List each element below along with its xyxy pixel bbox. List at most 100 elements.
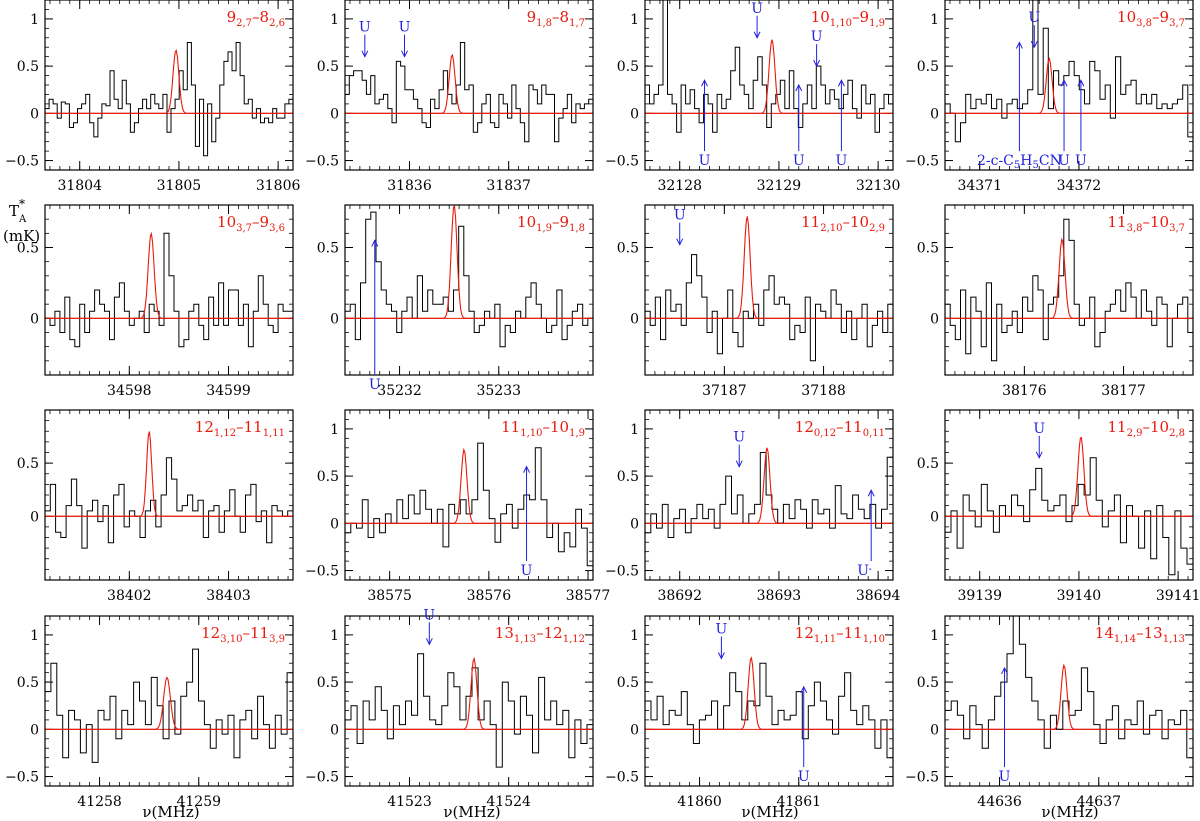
annotation-arrow: U	[674, 208, 686, 246]
x-tick-label: 39139	[957, 588, 1002, 604]
y-tick-label: 0.5	[617, 59, 639, 75]
panel-frame	[644, 204, 894, 376]
y-tick-label: 0	[930, 509, 939, 525]
annotation-label: U	[521, 563, 533, 579]
fit-line	[945, 437, 1193, 517]
y-tick-label: 1	[930, 628, 939, 644]
x-tick-label: 39140	[1057, 588, 1102, 604]
y-tick-label: −0.5	[305, 564, 339, 580]
annotation-arrow: 2-c-C5H5CN	[977, 41, 1062, 171]
arrow-head	[425, 638, 433, 646]
y-tick-label: 0	[330, 311, 339, 327]
annotation-label: U	[674, 208, 686, 224]
arrow-head	[813, 59, 821, 68]
x-tick-label: 39141	[1156, 588, 1200, 604]
annotation-label: U	[1075, 153, 1087, 169]
x-tick-label: 38576	[467, 588, 512, 604]
annotation-arrow: U	[369, 239, 381, 393]
y-tick-label: 0	[630, 106, 639, 122]
panel-frame	[644, 0, 894, 171]
y-tick-label: 0	[930, 106, 939, 122]
spectrum-panel-16: −0.5 0 0.5 1 44636 44637 141,14​–131,13​ U	[905, 615, 1194, 810]
spectrum-panel-3: −0.500.51321283212932130101,10​–91,9​UUU…	[605, 0, 900, 194]
y-tick-label: 1	[330, 12, 339, 28]
fit-line	[945, 57, 1193, 114]
arrow-head	[1001, 666, 1008, 675]
x-tick-label: 44637	[1076, 794, 1121, 810]
x-tick-label: 41259	[176, 794, 221, 810]
transition-label: 103,8​–93,7​	[1117, 8, 1185, 29]
arrow-head	[371, 239, 379, 247]
y-tick-label: −0.5	[605, 770, 639, 786]
y-tick-label: 0.5	[617, 241, 639, 257]
transition-label: 103,7​–93,6​	[217, 213, 285, 234]
y-tick-label: 0.5	[17, 456, 39, 472]
x-tick-label: 38177	[1101, 383, 1146, 399]
arrow-head	[1077, 79, 1085, 87]
x-tick-label: 38693	[757, 588, 802, 604]
arrow-head	[800, 685, 808, 694]
annotation-arrow: U	[811, 29, 823, 68]
y-tick-label: 0	[930, 311, 939, 327]
spectrum-line	[45, 42, 293, 157]
x-axis-label-col2: ν(MHz)	[443, 803, 500, 821]
panel-frame	[44, 409, 294, 581]
panel-frame	[344, 0, 594, 171]
annotation-arrow: U	[521, 465, 533, 579]
spectrum-panel-12: 0 0.5 39139 39140 39141 112,9​–102,8​ U	[917, 409, 1200, 604]
annotation-label: 2-c-C5H5CN	[977, 153, 1062, 171]
spectrum-line	[345, 442, 593, 567]
y-tick-label: −0.5	[605, 154, 639, 170]
fit-line	[45, 231, 293, 319]
y-tick-label: 0	[30, 722, 39, 738]
y-tick-label: 0	[330, 722, 339, 738]
annotation-label: U	[399, 20, 411, 36]
x-tick-label: 34598	[107, 383, 152, 399]
y-tick-label: 1	[330, 628, 339, 644]
y-tick-label: 1	[330, 422, 339, 438]
annotation-arrow: U	[1075, 79, 1087, 169]
annotation-label: U	[999, 769, 1011, 785]
fit-line	[645, 656, 893, 730]
y-tick-label: 0	[630, 516, 639, 532]
annotation-label: U	[836, 153, 848, 169]
spectrum-panel-11: −0.5 0 0.5 1 38692 38693 38694 120,12​–110,11​ U…	[605, 409, 900, 604]
y-tick-label: 0	[330, 516, 339, 532]
y-tick-label: 1	[30, 628, 39, 644]
annotation-arrow: U	[399, 20, 411, 58]
annotation-label: U	[715, 622, 727, 638]
spectrum-panel-14: −0.5 0 0.5 1 41523 41524 131,13​–121,12​ U	[305, 607, 594, 810]
panel-frame	[944, 409, 1194, 581]
panels-group: −0.5 0 0.5 1 31804 31805 31806 92,7​–82,6​ −0.5 0…	[5, 0, 1200, 810]
panel-frame	[44, 615, 294, 787]
fit-line	[45, 48, 293, 114]
transition-label: 101,9​–91,8​	[517, 213, 585, 234]
spectrum-line	[45, 232, 293, 348]
y-tick-label: 0	[330, 106, 339, 122]
annotation-label: U	[1058, 153, 1070, 169]
y-tick-label: 0.5	[317, 675, 339, 691]
y-tick-label: 0	[630, 722, 639, 738]
x-tick-label: 34599	[206, 383, 251, 399]
spectrum-panel-4: −0.5 0 0.5 1 34371 34372 103,8​–93,7​ 2-c-C5H5C…	[905, 0, 1194, 194]
arrow-head	[1015, 41, 1023, 49]
y-tick-label: −0.5	[5, 154, 39, 170]
arrow-head	[867, 489, 875, 497]
annotation-label: U	[423, 607, 435, 623]
x-tick-label: 38692	[657, 588, 702, 604]
arrow-head	[753, 31, 761, 39]
annotation-label: U	[751, 1, 763, 17]
x-tick-label: 41258	[77, 794, 122, 810]
x-tick-label: 37188	[801, 383, 846, 399]
y-tick-label: 1	[630, 12, 639, 28]
arrow-head	[717, 652, 725, 660]
x-axis-label-col4: ν(MHz)	[1041, 803, 1098, 821]
spectrum-panel-6: 0 0.5 35232 35233 101,9​–91,8​ U	[317, 204, 594, 399]
spectrum-panel-9: 0 0.5 38402 38403 121,12​–111,11​	[17, 409, 294, 604]
spectrum-line	[45, 457, 293, 549]
annotation-label: U	[857, 563, 869, 579]
x-tick-label: 44636	[977, 794, 1022, 810]
spectrum-line	[945, 218, 1193, 362]
y-tick-label: −0.5	[905, 154, 939, 170]
